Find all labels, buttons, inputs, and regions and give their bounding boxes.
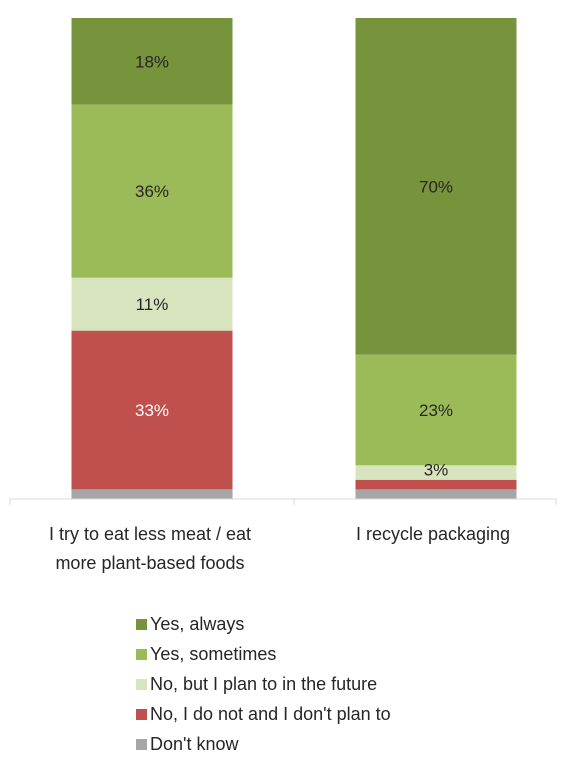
legend-label-yes-always: Yes, always <box>150 614 245 634</box>
legend-swatch-no-dont-plan <box>136 708 147 720</box>
legend-item-yes-always: Yes, always <box>136 609 556 639</box>
legend-item-no-but-plan: No, but I plan to in the future <box>136 669 556 699</box>
bar-segment-0-2 <box>71 277 233 331</box>
category-labels-layer: I try to eat less meat / eat more plant-b… <box>9 499 557 573</box>
legend-label-no-but-plan: No, but I plan to in the future <box>150 674 378 694</box>
data-label-0-2: 11% <box>136 295 169 314</box>
legend-label-dont-know: Don't know <box>150 734 239 754</box>
data-label-0-1: 36% <box>135 182 169 201</box>
legend-swatch-dont-know <box>136 738 147 750</box>
chart-legend: Yes, always Yes, sometimes No, but I pla… <box>136 609 556 759</box>
bar-segment-1-3 <box>355 479 517 490</box>
category-label-1-line-0: I recycle packaging <box>356 524 510 544</box>
bar-segment-1-1 <box>355 354 517 466</box>
bar-segment-0-3 <box>71 330 233 490</box>
bar-segment-1-4 <box>355 489 517 499</box>
category-label-0-line-1: more plant-based foods <box>55 553 244 573</box>
bar-segment-1-2 <box>355 465 517 480</box>
data-label-1-2: 3% <box>424 461 449 480</box>
legend-label-yes-sometimes: Yes, sometimes <box>150 644 277 664</box>
data-label-0-3: 33% <box>135 401 169 420</box>
stacked-bar-chart: 33% 11% 36% 18% 3% 23% 70% I try to eat less m… <box>9 18 557 573</box>
bar-segment-1-0 <box>355 18 517 355</box>
data-label-1-0: 70% <box>419 177 453 196</box>
bar-segment-0-1 <box>71 104 233 278</box>
bar-segment-0-4 <box>71 489 233 499</box>
data-label-0-0: 18% <box>135 52 169 71</box>
legend-item-dont-know: Don't know <box>136 729 556 759</box>
bars-layer <box>71 18 517 499</box>
legend-swatch-yes-always <box>136 618 147 630</box>
legend-item-yes-sometimes: Yes, sometimes <box>136 639 556 669</box>
legend-item-no-dont-plan: No, I do not and I don't plan to <box>136 699 556 729</box>
data-labels-layer: 33% 11% 36% 18% 3% 23% 70% <box>135 52 453 479</box>
legend-swatch-no-but-plan <box>136 678 147 690</box>
legend-swatch-yes-sometimes <box>136 648 147 660</box>
data-label-1-1: 23% <box>419 401 453 420</box>
legend-label-no-dont-plan: No, I do not and I don't plan to <box>150 704 391 724</box>
category-label-0-line-0: I try to eat less meat / eat <box>49 524 251 544</box>
bar-segment-0-0 <box>71 18 233 105</box>
